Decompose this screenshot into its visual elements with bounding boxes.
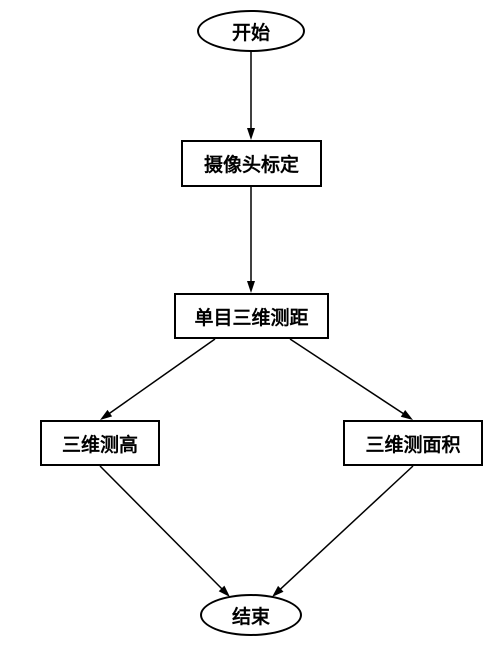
node-mono3d-label: 单目三维测距 [194,303,308,330]
node-end: 结束 [200,594,302,636]
node-start-label: 开始 [232,18,270,45]
node-height3d-label: 三维测高 [62,430,138,457]
node-area3d-label: 三维测面积 [365,430,460,457]
node-area3d: 三维测面积 [343,420,483,466]
node-height3d: 三维测高 [40,420,160,466]
node-calib-label: 摄像头标定 [204,150,299,177]
node-mono3d: 单目三维测距 [174,293,329,339]
node-start: 开始 [197,10,305,52]
node-end-label: 结束 [232,602,270,629]
node-calib: 摄像头标定 [181,140,322,187]
